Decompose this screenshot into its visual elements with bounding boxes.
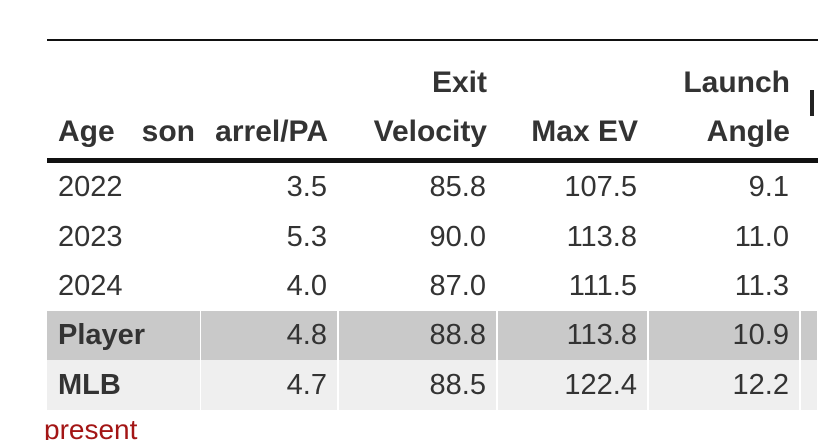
table-cell: 87.0	[339, 262, 496, 311]
table-cell: 122.4	[498, 360, 647, 410]
table-cell: 3.5	[201, 163, 337, 212]
table-cell: 11.0	[649, 212, 799, 262]
footer-note: present	[44, 414, 138, 440]
table-cell: 2024	[47, 262, 200, 311]
cell-background	[801, 360, 817, 410]
table-cell: 2023	[47, 212, 200, 262]
table-cell: 88.8	[339, 311, 496, 360]
table-cell: 9.1	[649, 163, 799, 212]
column-header: Age	[58, 115, 115, 148]
table-cell: 88.5	[339, 360, 496, 410]
cell-background	[801, 163, 817, 212]
table-cell: 11.3	[649, 262, 799, 311]
column-header: arrel/PA	[215, 115, 328, 148]
cell-background	[801, 262, 817, 311]
column-header: Launch Angle	[683, 66, 790, 148]
table-cell: 2022	[47, 163, 200, 212]
table-cell: 4.7	[201, 360, 337, 410]
table-cell: 90.0	[339, 212, 496, 262]
table-cell: 5.3	[201, 212, 337, 262]
table-cell: 4.8	[201, 311, 337, 360]
header-rule	[47, 158, 818, 163]
column-header: Max EV	[531, 115, 638, 148]
table-cell: 107.5	[498, 163, 647, 212]
table-cell: 113.8	[498, 212, 647, 262]
clipped-header-edge	[810, 90, 814, 116]
table-cell: 111.5	[498, 262, 647, 311]
table-cell: 113.8	[498, 311, 647, 360]
table-cell: MLB	[47, 360, 200, 410]
column-header: son	[141, 115, 195, 148]
table-cell: Player	[47, 311, 200, 360]
table-top-rule	[47, 39, 818, 41]
table-cell: 4.0	[201, 262, 337, 311]
column-header: Exit Velocity	[373, 66, 487, 148]
cell-background	[801, 311, 817, 360]
cell-background	[801, 212, 817, 262]
table-cell: 10.9	[649, 311, 799, 360]
table-cell: 85.8	[339, 163, 496, 212]
table-cell: 12.2	[649, 360, 799, 410]
